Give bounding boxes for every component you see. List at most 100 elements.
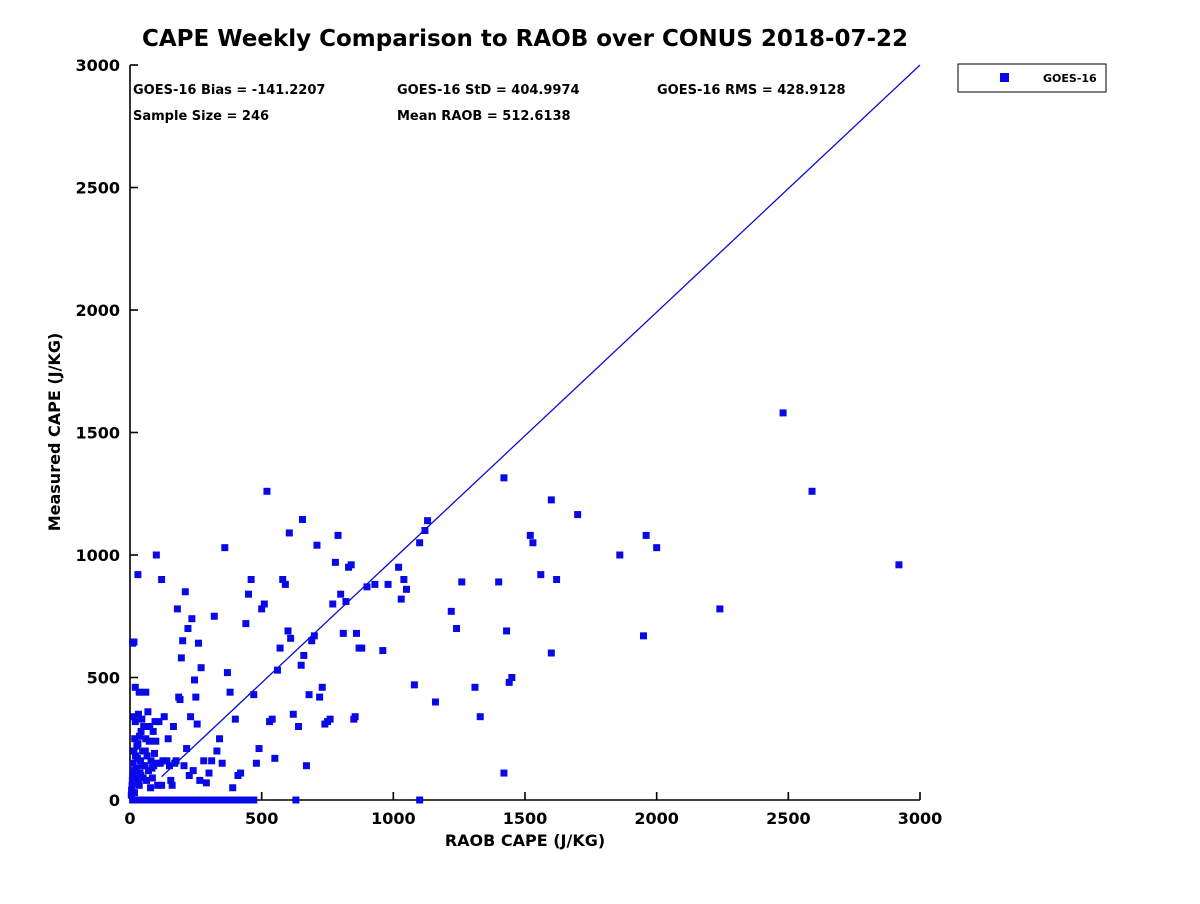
scatter-point <box>187 713 195 721</box>
scatter-point <box>310 632 318 640</box>
scatter-point <box>151 718 159 726</box>
scatter-point <box>216 735 224 743</box>
scatter-point <box>164 735 172 743</box>
y-tick-label: 0 <box>109 791 120 810</box>
scatter-point <box>295 723 303 730</box>
scatter-point <box>237 769 245 777</box>
scatter-point <box>133 764 141 772</box>
scatter-point <box>197 664 205 672</box>
scatter-point <box>297 661 305 669</box>
scatter-point <box>642 531 650 539</box>
scatter-point <box>143 752 151 760</box>
legend: GOES-16 <box>957 63 1107 93</box>
scatter-point <box>397 595 405 603</box>
scatter-point <box>808 487 816 495</box>
scatter-point <box>447 607 455 615</box>
scatter-point <box>342 598 350 606</box>
scatter-point <box>137 727 145 735</box>
scatter-point <box>131 683 139 691</box>
scatter-point <box>147 757 155 765</box>
scatter-point <box>339 629 347 637</box>
scatter-point <box>149 727 157 735</box>
scatter-point <box>505 678 513 686</box>
scatter-point <box>347 561 355 569</box>
scatter-point <box>358 644 366 652</box>
scatter-point <box>400 576 408 583</box>
y-tick-label: 1500 <box>75 424 120 443</box>
scatter-point <box>431 698 439 706</box>
scatter-point <box>416 796 424 804</box>
scatter-point <box>184 625 192 632</box>
scatter-point <box>135 688 143 696</box>
scatter-point <box>159 757 167 765</box>
scatter-point <box>181 588 189 596</box>
scatter-point <box>145 737 153 745</box>
scatter-point <box>292 796 300 804</box>
scatter-point <box>152 759 160 767</box>
scatter-point <box>250 691 258 699</box>
scatter-point <box>138 715 146 723</box>
scatter-point <box>128 781 136 789</box>
scatter-point <box>245 590 252 598</box>
scatter-point <box>176 696 184 704</box>
legend-box <box>957 63 1107 93</box>
scatter-point <box>130 638 138 646</box>
scatter-point <box>183 745 191 753</box>
scatter-point <box>160 713 168 721</box>
scatter-point <box>308 637 316 645</box>
scatter-point <box>193 720 201 728</box>
scatter-point <box>395 563 403 571</box>
scatter-point <box>458 578 466 586</box>
scatter-point <box>258 605 266 613</box>
scatter-point <box>779 409 787 417</box>
scatter-point <box>221 544 229 552</box>
x-tick-label: 500 <box>245 809 278 828</box>
scatter-point <box>173 605 181 613</box>
scatter-point <box>131 718 139 726</box>
stat-sample-size: Sample Size = 246 <box>133 109 269 124</box>
scatter-point <box>329 600 337 608</box>
scatter-point <box>255 745 263 753</box>
scatter-point <box>289 710 297 718</box>
scatter-point <box>185 772 193 779</box>
scatter-point <box>316 693 324 701</box>
scatter-point <box>147 784 155 792</box>
legend-label: GOES-16 <box>1043 72 1097 85</box>
stat-bias: GOES-16 Bias = -141.2207 <box>133 83 325 98</box>
scatter-point <box>500 474 508 482</box>
scatter-point <box>302 762 310 770</box>
scatter-point <box>476 713 484 721</box>
scatter-point <box>242 620 250 628</box>
scatter-point <box>132 774 140 782</box>
scatter-point <box>403 585 410 593</box>
scatter-point <box>298 515 306 523</box>
reference-line <box>161 64 921 778</box>
scatter-point <box>503 627 511 635</box>
scatter-point <box>130 789 138 797</box>
scatter-point <box>202 779 210 787</box>
scatter-point <box>337 590 345 598</box>
scatter-point <box>146 723 154 730</box>
scatter-point <box>131 735 139 743</box>
scatter-point <box>234 796 242 804</box>
scatter-point <box>194 639 202 647</box>
scatter-point <box>177 654 185 662</box>
scatter-point <box>166 762 173 770</box>
scatter-point <box>210 612 218 620</box>
scatter-point <box>208 757 216 765</box>
scatter-point <box>895 561 903 569</box>
scatter-point <box>155 718 163 726</box>
scatter-point <box>334 531 342 539</box>
scatter-point <box>351 713 359 721</box>
scatter-point <box>140 762 148 770</box>
scatter-point <box>371 580 379 588</box>
scatter-point <box>537 571 545 579</box>
scatter-point <box>150 749 158 757</box>
scatter-point <box>616 551 624 559</box>
scatter-point <box>305 691 313 699</box>
scatter-point <box>716 605 724 613</box>
y-tick-label: 2000 <box>75 301 120 320</box>
scatter-point <box>140 723 148 730</box>
scatter-point <box>188 615 196 623</box>
scatter-point <box>231 715 239 723</box>
